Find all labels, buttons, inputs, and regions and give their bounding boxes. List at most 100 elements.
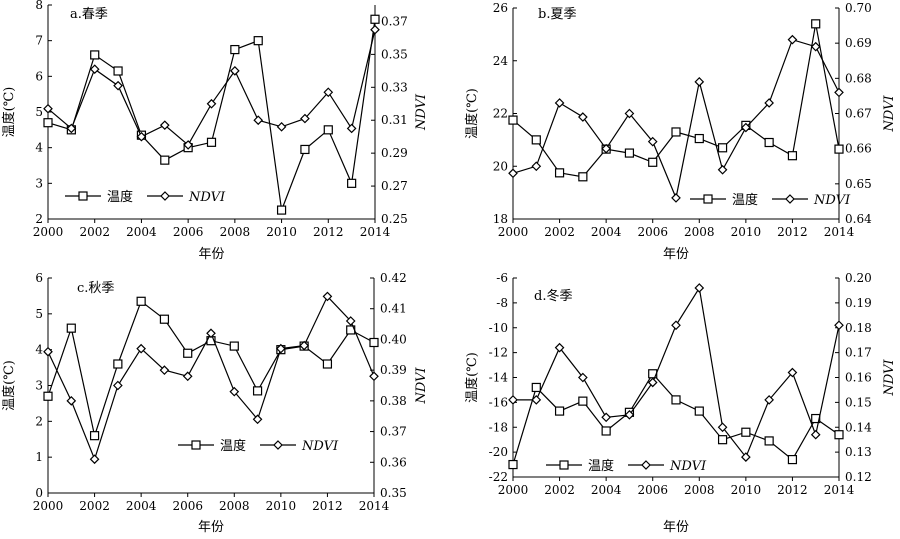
left-tick-label: 4 bbox=[35, 343, 43, 357]
ndvi-point bbox=[323, 87, 334, 98]
temperature-point bbox=[230, 44, 240, 55]
temperature-point bbox=[113, 359, 123, 369]
ndvi-point bbox=[369, 371, 379, 382]
ndvi-point bbox=[230, 65, 240, 76]
right-axis-label: NDVI bbox=[882, 95, 897, 133]
ndvi-point bbox=[322, 291, 333, 302]
legend-square-marker bbox=[559, 460, 569, 470]
ndvi-point bbox=[229, 386, 240, 397]
x-tick-label: 2012 bbox=[313, 225, 344, 239]
x-tick-label: 2006 bbox=[173, 225, 204, 239]
left-tick-label: 24 bbox=[493, 54, 509, 68]
temperature-point bbox=[531, 135, 541, 145]
chart-title: a.春季 bbox=[70, 7, 108, 22]
legend-label-ndvi: NDVI bbox=[188, 190, 226, 205]
legend-label-temperature: 温度 bbox=[588, 458, 614, 474]
temperature-point bbox=[741, 427, 751, 437]
legend-square-marker bbox=[78, 191, 88, 201]
temperature-point bbox=[90, 50, 100, 60]
x-tick-label: 2014 bbox=[360, 225, 391, 239]
right-tick-label: 0.19 bbox=[845, 296, 872, 310]
x-tick-label: 2006 bbox=[637, 483, 668, 497]
ndvi-point bbox=[345, 316, 356, 326]
left-tick-label: 1 bbox=[35, 450, 43, 464]
ndvi-point bbox=[159, 365, 170, 375]
chart-title: b.夏季 bbox=[538, 7, 576, 22]
ndvi-point bbox=[346, 123, 357, 134]
right-tick-label: 0.37 bbox=[380, 425, 407, 439]
x-tick-label: 2008 bbox=[684, 225, 715, 239]
right-tick-label: 0.27 bbox=[381, 179, 408, 193]
temperature-point bbox=[43, 118, 53, 128]
legend-square-marker bbox=[703, 194, 713, 204]
legend-label-temperature: 温度 bbox=[732, 192, 758, 208]
ndvi-point bbox=[764, 395, 774, 405]
temperature-point bbox=[554, 406, 565, 416]
x-tick-label: 2010 bbox=[731, 225, 762, 239]
ndvi-point bbox=[694, 77, 705, 87]
x-axis-label: 年份 bbox=[198, 520, 224, 535]
legend-label-ndvi: NDVI bbox=[813, 193, 851, 208]
x-tick-label: 2008 bbox=[219, 499, 250, 513]
legend-label-temperature: 温度 bbox=[220, 438, 246, 454]
left-tick-label: 2 bbox=[35, 212, 43, 226]
right-tick-label: 0.40 bbox=[380, 332, 407, 346]
left-tick-label: 7 bbox=[35, 34, 43, 48]
x-tick-label: 2008 bbox=[220, 225, 251, 239]
x-tick-label: 2002 bbox=[544, 225, 575, 239]
right-tick-label: 0.33 bbox=[381, 80, 408, 94]
temperature-point bbox=[369, 337, 379, 348]
temperature-point bbox=[253, 36, 263, 46]
right-axis-label: NDVI bbox=[414, 93, 429, 131]
x-tick-label: 2012 bbox=[312, 499, 343, 513]
temperature-point bbox=[508, 115, 518, 125]
ndvi-point bbox=[647, 136, 658, 147]
legend-diamond-marker bbox=[785, 194, 795, 204]
x-tick-label: 2004 bbox=[126, 225, 157, 239]
ndvi-point bbox=[299, 340, 309, 351]
temperature-point bbox=[347, 178, 357, 188]
left-tick-label: 5 bbox=[35, 307, 43, 321]
left-tick-label: 6 bbox=[35, 271, 43, 285]
x-tick-label: 2006 bbox=[637, 225, 668, 239]
temperature-point bbox=[648, 157, 658, 167]
ndvi-point bbox=[113, 80, 123, 91]
right-axis-label: NDVI bbox=[882, 359, 897, 397]
right-tick-label: 0.64 bbox=[845, 212, 872, 226]
ndvi-point bbox=[624, 409, 635, 420]
x-tick-label: 2012 bbox=[777, 225, 808, 239]
legend-label-temperature: 温度 bbox=[107, 189, 133, 205]
x-tick-label: 2012 bbox=[777, 483, 808, 497]
x-tick-label: 2014 bbox=[359, 499, 390, 513]
right-tick-label: 0.15 bbox=[845, 395, 872, 409]
ndvi-point bbox=[43, 346, 53, 357]
left-tick-label: 8 bbox=[35, 0, 43, 12]
left-tick-label: 18 bbox=[493, 212, 508, 226]
temperature-point bbox=[322, 359, 333, 369]
x-tick-label: 2008 bbox=[684, 483, 715, 497]
temperature-point bbox=[694, 133, 704, 144]
temperature-point bbox=[43, 391, 53, 401]
left-tick-label: -20 bbox=[489, 445, 508, 459]
temperature-point bbox=[66, 323, 76, 333]
x-tick-label: 2002 bbox=[79, 225, 110, 239]
right-tick-label: 0.42 bbox=[380, 271, 407, 285]
chart-panel-2: 18 20 22 24 26 0.64 0.65 0.66 0.67 0.68 0.69 0.70 20… bbox=[464, 1, 897, 262]
chart-panel-3: 0 1 2 3 4 5 6 0.35 0.36 0.37 0.38 0.39 0.40 0.41 0.42 2… bbox=[1, 271, 429, 535]
right-tick-label: 0.35 bbox=[381, 47, 408, 61]
x-tick-label: 2010 bbox=[731, 483, 762, 497]
left-tick-label: -12 bbox=[489, 346, 508, 360]
x-tick-label: 2010 bbox=[266, 225, 297, 239]
ndvi-point bbox=[89, 454, 100, 465]
ndvi-point bbox=[764, 98, 774, 108]
right-tick-label: 0.25 bbox=[381, 212, 408, 226]
left-tick-label: -22 bbox=[489, 470, 508, 484]
ndvi-point bbox=[252, 414, 263, 425]
legend: 温度 NDVI bbox=[65, 189, 226, 205]
ndvi-point bbox=[531, 395, 542, 405]
temperature-point bbox=[671, 127, 681, 137]
x-tick-label: 2004 bbox=[126, 499, 157, 513]
ndvi-point bbox=[601, 412, 611, 423]
ndvi-point bbox=[206, 98, 217, 109]
